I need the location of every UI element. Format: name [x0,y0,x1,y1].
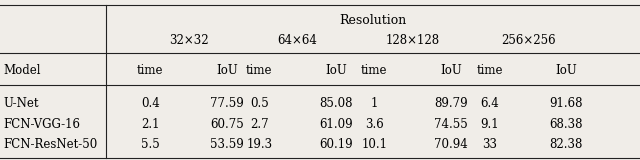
Text: IoU: IoU [325,64,347,77]
Text: IoU: IoU [556,64,577,77]
Text: 60.19: 60.19 [319,138,353,151]
Text: time: time [361,64,388,77]
Text: 0.5: 0.5 [250,97,269,110]
Text: 68.38: 68.38 [550,117,583,131]
Text: 5.5: 5.5 [141,138,160,151]
Text: Model: Model [3,64,41,77]
Text: 91.68: 91.68 [550,97,583,110]
Text: 70.94: 70.94 [435,138,468,151]
Text: 85.08: 85.08 [319,97,353,110]
Text: IoU: IoU [440,64,462,77]
Text: 89.79: 89.79 [435,97,468,110]
Text: 33: 33 [482,138,497,151]
Text: 9.1: 9.1 [480,117,499,131]
Text: U-Net: U-Net [3,97,38,110]
Text: 2.7: 2.7 [250,117,269,131]
Text: 60.75: 60.75 [211,117,244,131]
Text: 64×64: 64×64 [278,33,317,47]
Text: 6.4: 6.4 [480,97,499,110]
Text: 61.09: 61.09 [319,117,353,131]
Text: 19.3: 19.3 [246,138,272,151]
Text: 74.55: 74.55 [435,117,468,131]
Text: 32×32: 32×32 [169,33,209,47]
Text: IoU: IoU [216,64,238,77]
Text: 256×256: 256×256 [500,33,556,47]
Text: 128×128: 128×128 [386,33,440,47]
Text: 0.4: 0.4 [141,97,160,110]
Text: 82.38: 82.38 [550,138,583,151]
Text: 77.59: 77.59 [211,97,244,110]
Text: 53.59: 53.59 [211,138,244,151]
Text: FCN-VGG-16: FCN-VGG-16 [3,117,80,131]
Text: time: time [137,64,164,77]
Text: 10.1: 10.1 [362,138,387,151]
Text: 3.6: 3.6 [365,117,384,131]
Text: 1: 1 [371,97,378,110]
Text: FCN-ResNet-50: FCN-ResNet-50 [3,138,97,151]
Text: time: time [476,64,503,77]
Text: time: time [246,64,273,77]
Text: Resolution: Resolution [339,13,406,27]
Text: 2.1: 2.1 [141,117,159,131]
